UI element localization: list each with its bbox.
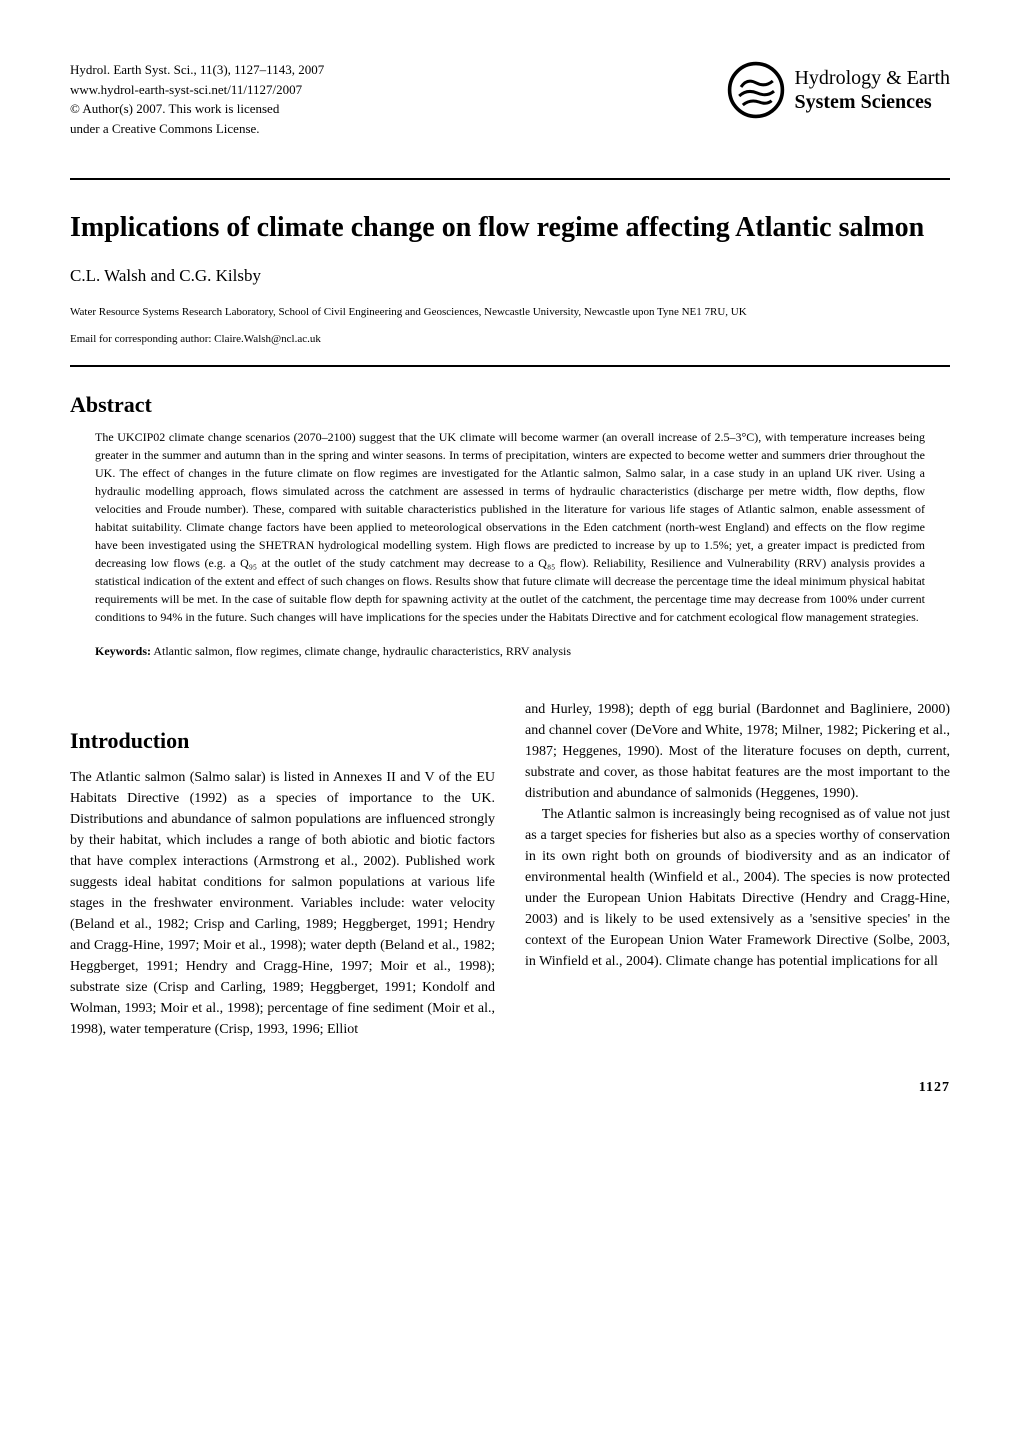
affiliation: Water Resource Systems Research Laborato… xyxy=(70,306,950,318)
header-section: Hydrol. Earth Syst. Sci., 11(3), 1127–11… xyxy=(70,60,950,138)
introduction-heading: Introduction xyxy=(70,724,495,757)
body-paragraph: The Atlantic salmon (Salmo salar) is lis… xyxy=(70,767,495,1040)
citation-line: Hydrol. Earth Syst. Sci., 11(3), 1127–11… xyxy=(70,60,324,80)
journal-logo: Hydrology & Earth System Sciences xyxy=(726,60,950,120)
body-paragraph: and Hurley, 1998); depth of egg burial (… xyxy=(525,699,950,804)
keywords: Keywords: Atlantic salmon, flow regimes,… xyxy=(95,644,950,659)
citation-line: © Author(s) 2007. This work is licensed xyxy=(70,99,324,119)
keywords-label: Keywords: xyxy=(95,644,151,658)
citation-line: www.hydrol-earth-syst-sci.net/11/1127/20… xyxy=(70,80,324,100)
page-number: 1127 xyxy=(70,1080,950,1096)
abstract-body: The UKCIP02 climate change scenarios (20… xyxy=(70,428,950,626)
corresponding-email: Email for corresponding author: Claire.W… xyxy=(70,333,950,345)
two-column-body: Introduction The Atlantic salmon (Salmo … xyxy=(70,699,950,1040)
logo-text-line2: System Sciences xyxy=(794,90,950,114)
paper-title: Implications of climate change on flow r… xyxy=(70,210,950,246)
right-column: and Hurley, 1998); depth of egg burial (… xyxy=(525,699,950,1040)
abstract-heading: Abstract xyxy=(70,392,950,418)
left-column: Introduction The Atlantic salmon (Salmo … xyxy=(70,699,495,1040)
citation-block: Hydrol. Earth Syst. Sci., 11(3), 1127–11… xyxy=(70,60,324,138)
body-paragraph: The Atlantic salmon is increasingly bein… xyxy=(525,804,950,972)
citation-line: under a Creative Commons License. xyxy=(70,119,324,139)
divider xyxy=(70,178,950,180)
logo-text-line1: Hydrology & Earth xyxy=(794,66,950,90)
divider xyxy=(70,365,950,367)
authors: C.L. Walsh and C.G. Kilsby xyxy=(70,266,950,286)
egu-logo-icon xyxy=(726,60,786,120)
keywords-text: Atlantic salmon, flow regimes, climate c… xyxy=(151,644,571,658)
journal-logo-text: Hydrology & Earth System Sciences xyxy=(794,66,950,114)
